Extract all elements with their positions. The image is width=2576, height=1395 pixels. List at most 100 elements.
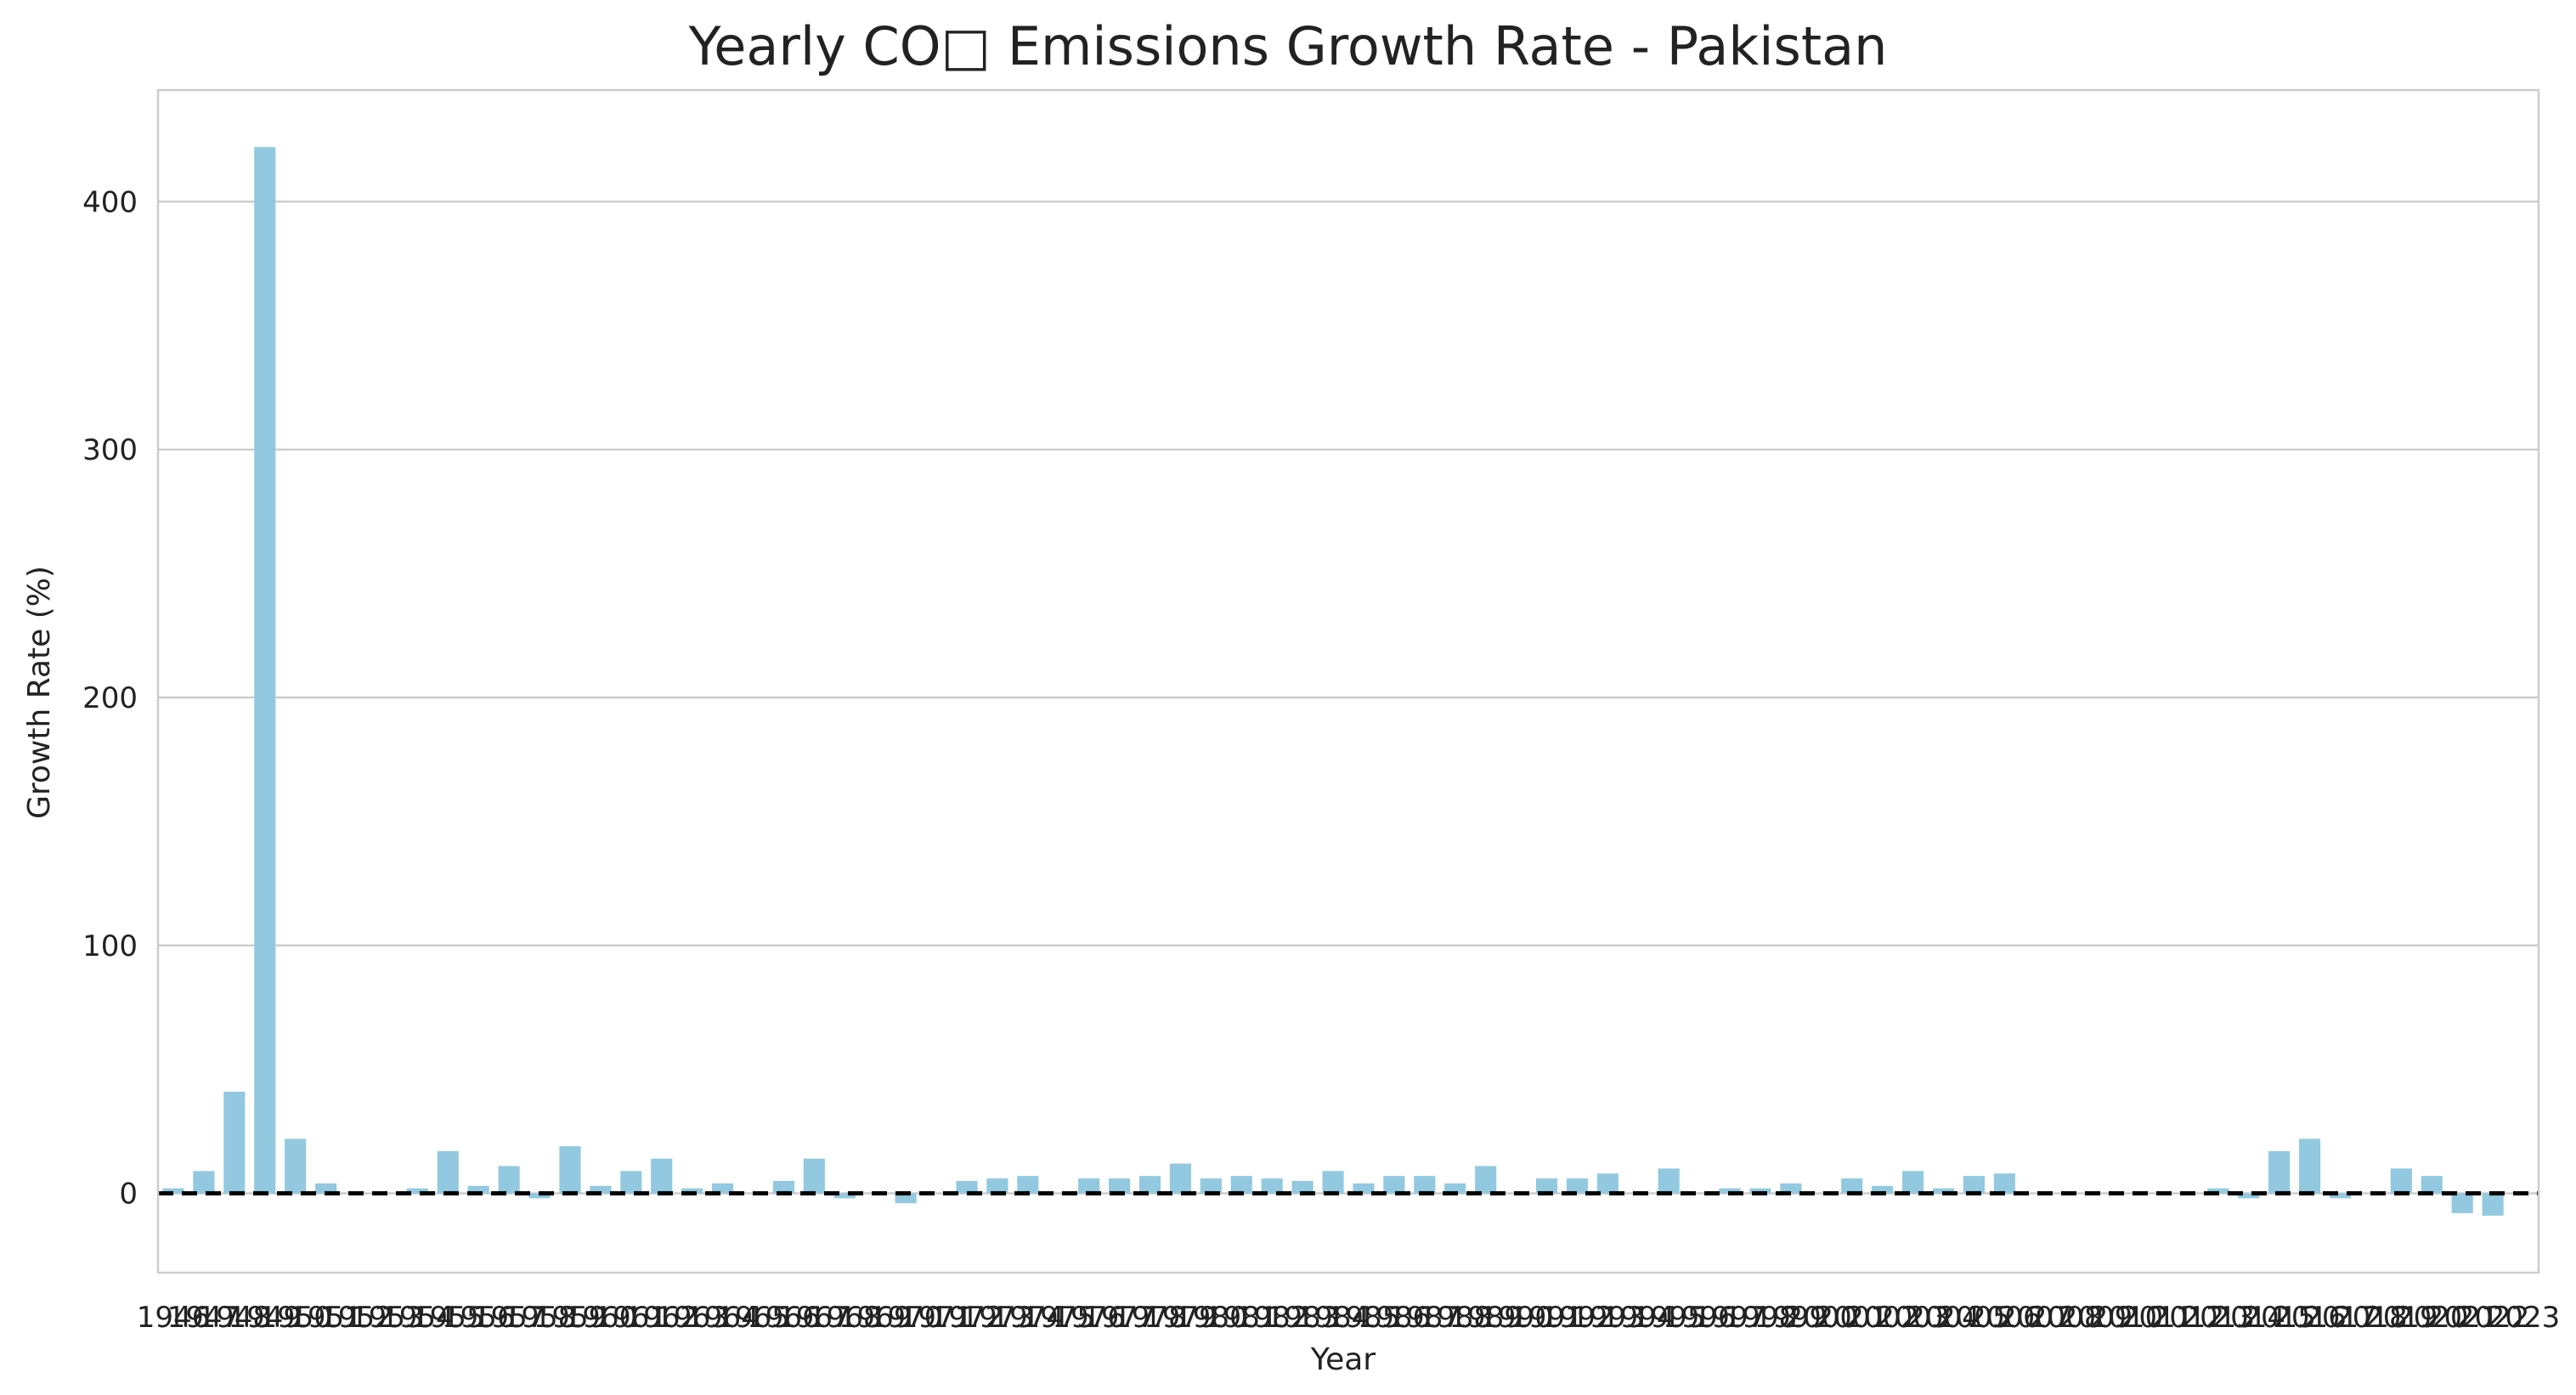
x-tick-label: 1964 [686,1301,760,1335]
bar-1960 [590,1185,612,1194]
x-tick-label: 1990 [1479,1301,1553,1335]
x-tick-label: 2015 [2242,1301,2316,1335]
x-tick-label: 1986 [1358,1301,1432,1335]
bar-1951 [315,1183,337,1194]
bar-1972 [956,1181,978,1194]
x-tick-label: 1955 [411,1301,485,1335]
bar-1968 [833,1193,856,1199]
x-tick-label: 1949 [228,1301,302,1335]
x-tick-label: 2023 [2487,1301,2561,1335]
x-tick-label: 1977 [1082,1301,1156,1335]
x-tick-label: 1956 [442,1301,516,1335]
x-tick-label: 2008 [2029,1301,2103,1335]
x-tick-label: 1962 [624,1301,698,1335]
bar-2021 [2451,1193,2473,1213]
bar-1956 [467,1185,489,1194]
x-tick-label: 2000 [1785,1301,1859,1335]
x-tick-label: 1948 [198,1301,272,1335]
x-tick-label: 2004 [1907,1301,1980,1335]
bar-1999 [1780,1183,1802,1194]
x-tick-label: 2003 [1876,1301,1950,1335]
x-tick-label: 1979 [1144,1301,1217,1335]
y-tick-label: 100 [82,929,138,963]
x-tick-label: 1963 [655,1301,729,1335]
bar-2002 [1872,1185,1894,1194]
x-tick-label: 1984 [1296,1301,1370,1335]
bar-1961 [620,1171,642,1194]
x-tick-label: 1959 [534,1301,607,1335]
bar-1991 [1535,1178,1558,1194]
x-tick-label: 1952 [319,1301,393,1335]
x-tick-label: 1970 [869,1301,943,1335]
x-tick-label: 1947 [167,1301,241,1335]
plot-frame [156,88,2540,1274]
bar-1995 [1658,1168,1680,1194]
bar-1967 [803,1158,825,1194]
bar-1954 [406,1188,428,1194]
x-tick-label: 1951 [289,1301,363,1335]
bar-1989 [1475,1166,1497,1194]
x-tick-label: 1954 [381,1301,455,1335]
bar-2013 [2207,1188,2229,1194]
x-tick-label: 1993 [1571,1301,1645,1335]
bar-1958 [528,1193,551,1199]
x-tick-label: 2012 [2151,1301,2225,1335]
bar-2001 [1841,1178,1863,1194]
x-tick-label: 1957 [472,1301,546,1335]
x-tick-label: 1981 [1205,1301,1279,1335]
bar-1950 [285,1138,307,1194]
x-tick-label: 2014 [2212,1301,2285,1335]
x-tick-label: 1961 [595,1301,669,1335]
x-tick-label: 1973 [961,1301,1035,1335]
bar-1977 [1109,1178,1131,1194]
bar-1962 [651,1158,673,1194]
bar-2020 [2421,1176,2443,1194]
bar-1970 [895,1193,917,1204]
x-tick-label: 1975 [1021,1301,1095,1335]
y-axis-label: Growth Rate (%) [22,566,57,819]
x-tick-label: 1988 [1418,1301,1492,1335]
bar-2017 [2329,1193,2352,1199]
x-tick-label: 2019 [2364,1301,2438,1335]
bar-1964 [712,1183,734,1194]
bar-1985 [1353,1183,1375,1194]
x-axis-label: Year [1310,1342,1376,1377]
bar-1957 [498,1166,520,1194]
x-tick-label: 1976 [1052,1301,1126,1335]
bar-2015 [2268,1151,2291,1194]
bar-1980 [1200,1178,1222,1194]
x-tick-label: 1965 [716,1301,790,1335]
x-tick-label: 1967 [777,1301,851,1335]
x-tick-label: 2020 [2395,1301,2469,1335]
x-tick-label: 1999 [1754,1301,1828,1335]
bar-2003 [1902,1171,1924,1194]
y-tick-label: 400 [82,185,138,219]
bar-2022 [2482,1193,2504,1216]
x-tick-label: 1989 [1449,1301,1522,1335]
x-tick-label: 1992 [1540,1301,1614,1335]
x-tick-label: 2002 [1845,1301,1919,1335]
y-tick-label: 300 [82,433,138,467]
x-tick-label: 1968 [808,1301,882,1335]
bar-1997 [1719,1188,1741,1194]
bar-2005 [1963,1176,1985,1194]
x-tick-label: 1985 [1327,1301,1401,1335]
x-tick-label: 1996 [1663,1301,1737,1335]
bar-1979 [1169,1163,1191,1194]
y-tick-label: 200 [82,681,138,715]
bar-1982 [1261,1178,1283,1194]
bar-1986 [1383,1176,1405,1194]
bar-1959 [559,1146,581,1194]
x-tick-label: 2018 [2334,1301,2408,1335]
bars [162,147,2504,1216]
x-tick-label: 1958 [503,1301,577,1335]
y-tick-label: 0 [119,1178,138,1211]
bar-1983 [1291,1181,1313,1194]
x-tick-labels: 1946194719481949195019511952195319541955… [137,1301,2561,1335]
bar-1998 [1749,1188,1771,1194]
bar-1976 [1078,1178,1100,1194]
x-tick-label: 2006 [1968,1301,2042,1335]
bar-1992 [1566,1178,1588,1194]
x-tick-label: 1960 [564,1301,638,1335]
